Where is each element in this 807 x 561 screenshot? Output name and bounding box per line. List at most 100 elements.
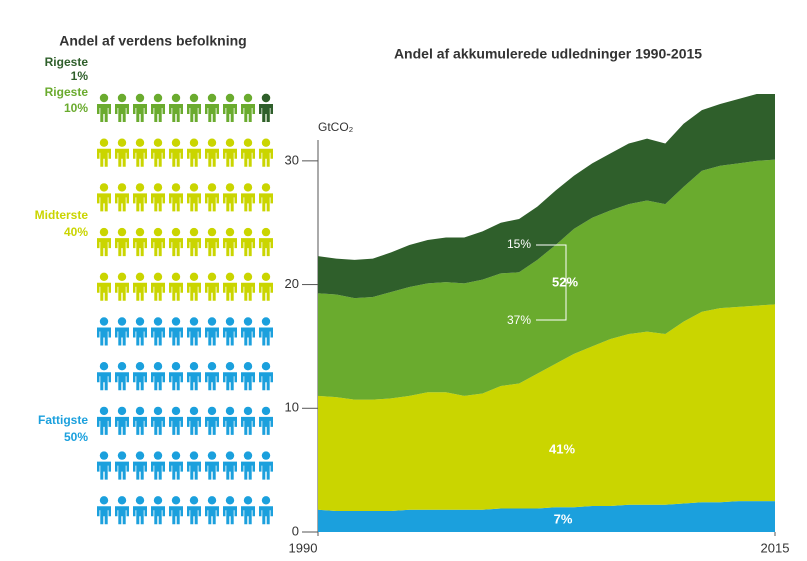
icon-head [189,362,199,371]
icon-body [151,238,165,257]
y-axis-label: GtCO₂ [318,120,354,134]
person-icon [223,227,237,257]
person-icon [259,451,273,480]
icon-body [187,282,201,301]
icon-body [187,416,201,435]
person-icon [169,183,183,212]
icon-body [151,193,165,212]
icon-body [151,148,165,167]
icon-head [171,227,181,237]
icon-head [189,227,199,237]
icon-body [241,327,255,346]
icon-head [261,317,271,326]
icon-body [241,506,255,525]
icon-body [96,416,111,435]
person-icon [169,317,183,346]
icon-body [114,282,129,301]
person-icon [114,362,129,391]
icon-body [133,506,147,525]
icon-body [259,506,273,525]
icon-body [133,193,147,212]
person-icon [223,93,237,122]
person-icon [223,406,237,435]
icon-body [96,104,111,122]
icon-head [261,138,271,147]
icon-body [114,238,129,257]
person-icon [205,93,219,122]
bracket [536,244,572,321]
icon-head [135,93,145,103]
annotation: 41% [549,441,575,456]
icon-body [96,461,111,480]
icon-head [207,138,217,147]
icon-head [261,496,271,505]
icon-head [261,183,271,192]
icon-head [225,227,235,237]
person-icon [187,496,201,525]
x-tick-label: 2015 [761,540,790,555]
icon-head [117,138,127,147]
person-icon [169,93,183,122]
icon-head [225,406,235,416]
icon-head [117,317,127,326]
person-icon [187,138,201,167]
icon-head [135,362,145,371]
icon-head [189,317,199,326]
icon-body [151,327,165,346]
icon-body [205,104,219,122]
icon-body [114,327,129,346]
icon-head [243,451,253,460]
person-icon [241,138,255,167]
y-tick-label: 20 [285,276,299,291]
group-name: Midterste [35,208,89,222]
icon-body [114,416,129,435]
icon-body [133,104,147,122]
icon-body [187,461,201,480]
group-name: Fattigste [38,413,88,427]
person-icon [114,272,129,301]
icon-head [189,272,199,281]
y-tick-label: 0 [292,523,299,538]
icon-head [261,451,271,460]
icon-body [259,461,273,480]
icon-body [241,282,255,301]
icon-body [259,104,273,122]
icon-body [96,193,111,212]
person-icon [96,93,111,122]
person-icon [114,317,129,346]
icon-body [151,104,165,122]
icon-body [205,193,219,212]
person-icon [241,496,255,525]
icon-head [207,317,217,326]
group-share: 40% [64,225,88,239]
icon-body [223,416,237,435]
icon-head [135,138,145,147]
person-icon [151,317,165,346]
pictogram-title: Andel af verdens befolkning [59,33,246,49]
icon-head [261,406,271,416]
icon-head [153,138,163,147]
person-icon [133,183,147,212]
person-icon [205,406,219,435]
person-icon [187,317,201,346]
person-icon [151,406,165,435]
icon-head [189,451,199,460]
icon-head [135,227,145,237]
y-tick-label: 10 [285,400,299,415]
icon-head [207,362,217,371]
person-icon [259,227,273,257]
icon-head [243,496,253,505]
icon-head [189,406,199,416]
person-icon [223,183,237,212]
person-icon [114,406,129,435]
person-icon [96,496,111,525]
person-icon [114,496,129,525]
icon-body [114,193,129,212]
person-icon [151,362,165,391]
icon-head [135,183,145,192]
icon-body [169,282,183,301]
person-icon [205,138,219,167]
icon-body [241,148,255,167]
group-share: 10% [64,101,88,115]
